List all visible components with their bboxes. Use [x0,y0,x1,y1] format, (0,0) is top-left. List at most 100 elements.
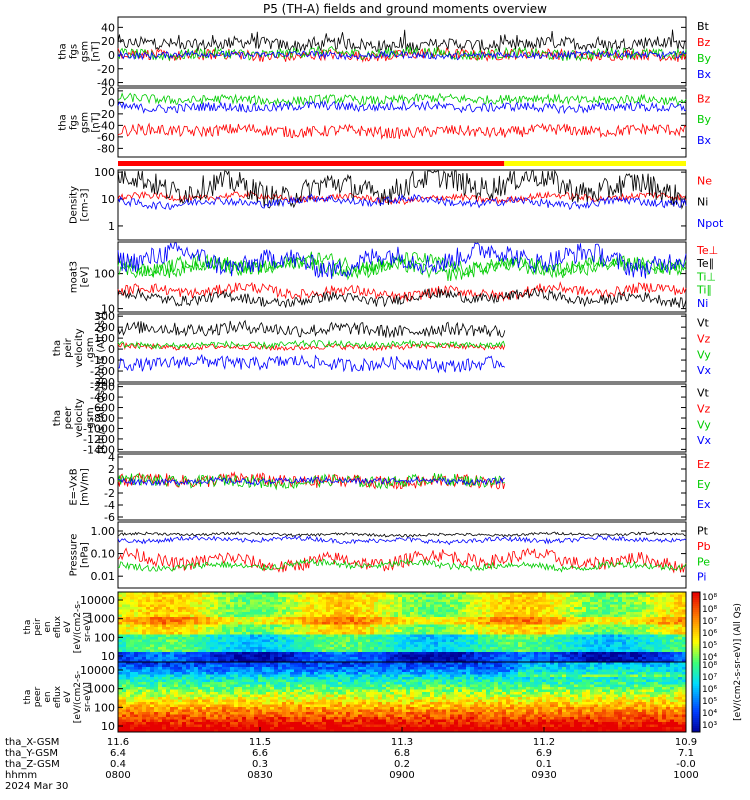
spectrogram-cell [466,657,471,660]
spectrogram-cell [558,599,563,603]
spectrogram-cell [458,599,463,603]
spectrogram-cell [398,642,403,645]
spectrogram-cell [438,599,443,603]
spectrogram-cell [590,594,595,598]
spectrogram-cell [638,602,643,605]
spectrogram-cell [274,592,279,595]
spectrogram-cell [294,627,299,630]
spectrogram-cell [166,604,171,608]
spectrogram-cell [238,659,243,663]
spectrogram-cell [198,702,203,705]
spectrogram-cell [650,642,655,645]
spectrogram-cell [254,657,259,660]
spectrogram-cell [190,722,195,725]
spectrogram-cell [146,699,151,703]
spectrogram-cell [134,594,139,598]
spectrogram-cell [422,617,427,620]
legend-ti⊥: Ti⊥ [696,270,716,283]
spectrogram-cell [506,599,511,603]
spectrogram-cell [290,649,295,653]
spectrogram-cell [574,619,579,623]
spectrogram-cell [198,657,203,660]
spectrogram-cell [354,617,359,620]
spectrogram-cell [154,604,159,608]
spectrogram-cell [118,644,123,648]
spectrogram-cell [190,632,195,635]
spectrogram-cell [210,684,215,688]
spectrogram-cell [266,649,271,653]
spectrogram-cell [506,622,511,625]
spectrogram-cell [370,652,375,655]
spectrogram-cell [682,609,687,613]
spectrogram-cell [302,619,307,623]
spectrogram-cell [290,644,295,648]
spectrogram-cell [118,702,123,705]
spectrogram-cell [166,667,171,670]
spectrogram-cell [254,617,259,620]
y-axis-label: tha [58,114,69,130]
spectrogram-cell [522,639,527,643]
spectrogram-cell [202,649,207,653]
spectrogram-cell [134,717,139,720]
spectrogram-cell [394,637,399,640]
spectrogram-cell [278,639,283,643]
spectrogram-cell [310,652,315,655]
spectrogram-cell [682,617,687,620]
spectrogram-cell [390,659,395,663]
spectrogram-cell [166,652,171,655]
spectrogram-cell [350,632,355,635]
spectrogram-cell [274,614,279,618]
spectrogram-cell [374,644,379,648]
spectrogram-cell [518,594,523,598]
spectrogram-cell [338,629,343,633]
spectrogram-cell [166,677,171,680]
spectrogram-cell [602,644,607,648]
spectrogram-cell [210,692,215,695]
spectrogram-cell [194,619,199,623]
legend-vy: Vy [697,348,711,361]
spectrogram-cell [410,592,415,595]
spectrogram-cell [342,637,347,640]
spectrogram-cell [514,624,519,628]
spectrogram-cell [186,612,191,615]
spectrogram-cell [150,727,155,730]
spectrogram-cell [122,677,127,680]
spectrogram-cell [218,609,223,613]
spectrogram-cell [654,647,659,650]
spectrogram-cell [298,654,303,658]
spectrogram-cell [334,642,339,645]
spectrogram-cell [506,607,511,610]
spectrogram-cell [146,664,151,668]
spectrogram-cell [562,627,567,630]
y-tick-label: 20 [101,85,115,98]
spectrogram-cell [166,622,171,625]
spectrogram-cell [194,594,199,598]
spectrogram-cell [322,602,327,605]
y-axis-label: tha [52,340,63,356]
spectrogram-cell [206,654,211,658]
spectrogram-cell [550,607,555,610]
spectrogram-cell [270,654,275,658]
spectrogram-cell [634,602,639,605]
spectrogram-cell [158,649,163,653]
spectrogram-cell [402,599,407,603]
spectrogram-cell [470,609,475,613]
spectrogram-cell [430,604,435,608]
spectrogram-cell [122,629,127,633]
spectrogram-cell [142,704,147,708]
spectrogram-cell [178,722,183,725]
spectrogram-cell [290,629,295,633]
spectrogram-cell [354,607,359,610]
spectrogram-cell [678,652,683,655]
spectrogram-cell [178,667,183,670]
spectrogram-cell [610,639,615,643]
spectrogram-cell [354,594,359,598]
spectrogram-cell [578,622,583,625]
spectrogram-cell [206,717,211,720]
spectrogram-cell [186,677,191,680]
spectrogram-cell [134,642,139,645]
spectrogram-cell [566,607,571,610]
spectrogram-cell [346,604,351,608]
spectrogram-cell [142,609,147,613]
spectrogram-cell [614,602,619,605]
